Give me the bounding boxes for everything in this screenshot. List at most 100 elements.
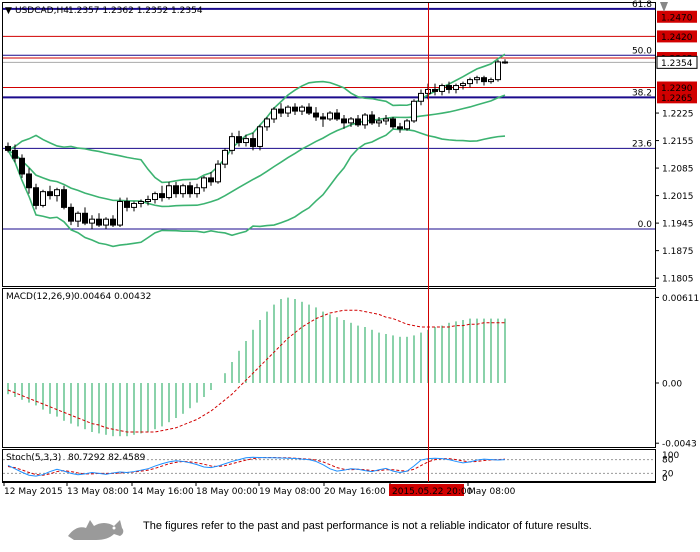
candle-body xyxy=(460,83,466,87)
price-tag-1.2290 xyxy=(657,81,697,94)
chart-header-symbol: USDCAD,H4 xyxy=(15,6,69,16)
fibo-label-0.0: 0.0 xyxy=(638,220,653,230)
candle-body xyxy=(159,193,165,199)
price-tick-label: 1.1805 xyxy=(662,275,694,285)
time-axis: 12 May 2015 13 May 08:00 14 May 16:00 18 Ma… xyxy=(3,482,516,497)
price-tag-1.2420 xyxy=(657,30,697,43)
main-pane xyxy=(2,2,656,287)
stoch-signal-line xyxy=(7,457,506,476)
candle-body xyxy=(327,112,333,120)
candle-body xyxy=(313,112,319,118)
fibo-label-50.0: 50.0 xyxy=(632,46,652,56)
time-tick-label: 20 May 16:00 xyxy=(324,487,386,497)
candle-body xyxy=(166,185,172,199)
candle-body xyxy=(82,212,88,224)
stoch-tick-label: 0 xyxy=(662,474,668,484)
candle-body xyxy=(222,149,228,165)
candle-body xyxy=(285,106,291,114)
candle-body xyxy=(201,177,207,189)
candle-body xyxy=(362,114,368,126)
candle-body xyxy=(453,85,459,90)
time-marker-tag xyxy=(389,484,464,496)
price-tick-label: 1.1875 xyxy=(662,247,694,257)
candle-body xyxy=(390,118,396,128)
fibo-label-23.6: 23.6 xyxy=(632,139,652,149)
chart-shift-icon[interactable] xyxy=(660,2,668,12)
candle-body xyxy=(194,187,200,195)
chart-header-ohlc: 1.2357 1.2362 1.2352 1.2354 xyxy=(68,6,203,16)
candle-body xyxy=(320,116,326,120)
candle-body xyxy=(236,136,242,144)
candle-body xyxy=(96,218,102,226)
candle-body xyxy=(264,118,270,128)
candle-body xyxy=(369,114,375,124)
price-tick-label: 1.2085 xyxy=(662,165,694,175)
time-tick-label: 18 May 00:00 xyxy=(196,487,258,497)
candle-body xyxy=(243,138,249,144)
stoch-main-line xyxy=(7,456,506,477)
candle-body xyxy=(250,138,256,147)
price-tick-label: 1.2155 xyxy=(662,137,694,147)
candle-body xyxy=(54,189,60,197)
chart-header-arrow: ▼ xyxy=(5,6,12,16)
candle-body xyxy=(26,173,32,189)
candle-body xyxy=(348,118,354,124)
candles xyxy=(5,59,508,230)
candle-body xyxy=(75,212,81,222)
price-tick-label: 1.2225 xyxy=(662,110,694,120)
candle-body xyxy=(467,79,473,85)
candle-body xyxy=(117,200,123,226)
candle-body xyxy=(411,100,417,122)
candle-body xyxy=(404,120,410,130)
candle-body xyxy=(432,88,438,92)
price-tick-label: 1.2265 xyxy=(661,94,693,104)
candle-body xyxy=(5,145,11,151)
price-tick-label: 1.2420 xyxy=(661,33,693,43)
macd-tick-label: 0.00611 xyxy=(662,294,699,304)
candle-body xyxy=(418,92,424,102)
time-marker-label: 2015.05.22 20:00 xyxy=(392,487,473,497)
candle-body xyxy=(481,77,487,83)
fibo-label-38.2: 38.2 xyxy=(632,88,652,98)
band-lower-line xyxy=(7,128,506,248)
stoch-tick-label: 80 xyxy=(662,456,674,466)
disclaimer-text: The figures refer to the past and past p… xyxy=(143,520,592,532)
current-price-tag xyxy=(656,55,698,69)
candle-body xyxy=(208,177,214,183)
stoch-pane xyxy=(2,449,656,482)
time-tick-label: 12 May 2015 xyxy=(4,487,63,497)
macd-tick-label: -0.0043 xyxy=(662,440,697,450)
candle-body xyxy=(145,199,151,202)
candle-body xyxy=(173,185,179,195)
candle-body xyxy=(474,77,480,81)
candle-body xyxy=(68,206,74,222)
candle-body xyxy=(488,79,494,83)
candle-body xyxy=(215,163,221,183)
price-tick-label: 1.2290 xyxy=(661,84,693,94)
price-tick-label: 1.2015 xyxy=(662,192,694,202)
time-tick-label: 13 May 08:00 xyxy=(67,487,129,497)
fibo-levels: 61.8 50.0 38.2 23.6 0.0 xyxy=(3,0,655,230)
candle-body xyxy=(376,120,382,124)
price-tag-1.2470 xyxy=(657,10,697,23)
candle-body xyxy=(439,85,445,92)
candle-body xyxy=(103,218,109,226)
candle-body xyxy=(33,187,39,206)
macd-signal-line xyxy=(7,309,505,433)
candle-body xyxy=(383,118,389,122)
stoch-tick-label: 100 xyxy=(662,451,679,461)
candle-body xyxy=(110,218,116,226)
candle-body xyxy=(187,185,193,195)
fibo-label-61.8: 61.8 xyxy=(632,0,652,10)
band-middle-line xyxy=(7,94,506,208)
candle-body xyxy=(446,85,452,90)
candle-body xyxy=(131,202,137,208)
candle-body xyxy=(19,157,25,175)
candle-body xyxy=(299,106,305,112)
price-tick-label: 1.1945 xyxy=(662,220,694,230)
candle-body xyxy=(341,118,347,124)
price-axis: 1.24701.24201.23651.23541.22901.22651.22… xyxy=(655,10,698,285)
macd-values: 0.00464 0.00432 xyxy=(74,292,151,302)
